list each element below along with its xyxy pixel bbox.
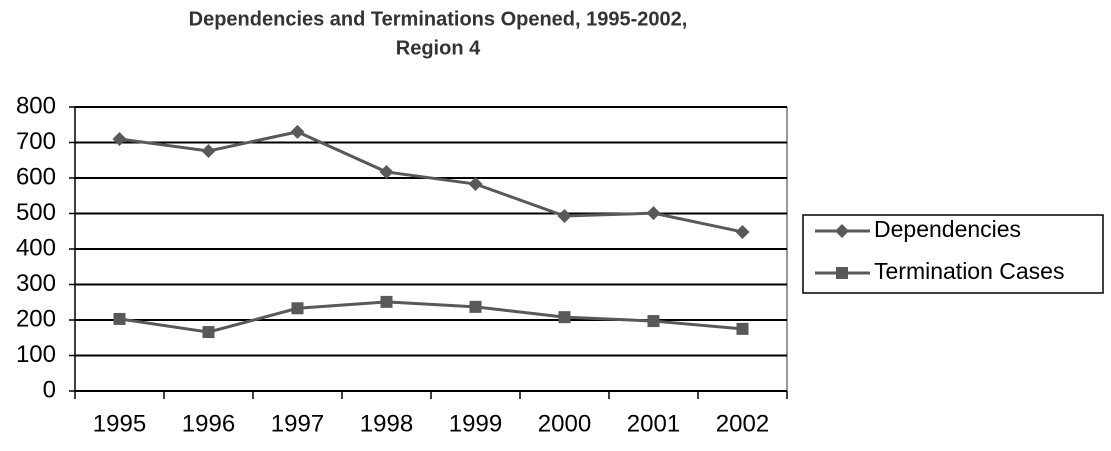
marker (558, 311, 571, 324)
y-tick-label: 600 (16, 163, 56, 190)
chart-title: Region 4 (396, 37, 481, 59)
series-line (119, 130, 743, 234)
x-tick-label: 2002 (716, 410, 769, 437)
marker (290, 124, 305, 139)
y-tick-label: 400 (16, 234, 56, 261)
legend-label: Dependencies (874, 216, 1021, 242)
marker (468, 177, 483, 192)
chart-title: Dependencies and Terminations Opened, 19… (189, 8, 688, 30)
marker (112, 131, 127, 146)
y-tick-label: 500 (16, 199, 56, 226)
marker (646, 206, 661, 221)
marker (736, 322, 749, 335)
marker (469, 300, 482, 313)
marker (836, 267, 848, 279)
y-tick-label: 800 (16, 92, 56, 119)
y-tick-label: 200 (16, 305, 56, 332)
marker (201, 144, 216, 159)
y-tick-label: 300 (16, 270, 56, 297)
marker (202, 326, 215, 339)
x-tick-label: 2000 (538, 410, 591, 437)
marker (380, 295, 393, 308)
marker (379, 164, 394, 179)
marker (113, 312, 126, 325)
y-tick-label: 700 (16, 128, 56, 155)
x-tick-label: 1998 (360, 410, 413, 437)
x-tick-label: 2001 (627, 410, 680, 437)
series-line (119, 300, 743, 334)
x-tick-label: 1997 (271, 410, 324, 437)
marker (291, 302, 304, 315)
y-tick-label: 0 (43, 376, 56, 403)
marker (647, 315, 660, 328)
legend-label: Termination Cases (874, 258, 1064, 284)
legend-box (802, 214, 1104, 294)
y-tick-label: 100 (16, 341, 56, 368)
x-tick-label: 1996 (182, 410, 235, 437)
x-tick-label: 1999 (449, 410, 502, 437)
x-tick-label: 1995 (93, 410, 146, 437)
marker (735, 224, 750, 239)
marker (835, 224, 849, 238)
marker (557, 208, 572, 223)
